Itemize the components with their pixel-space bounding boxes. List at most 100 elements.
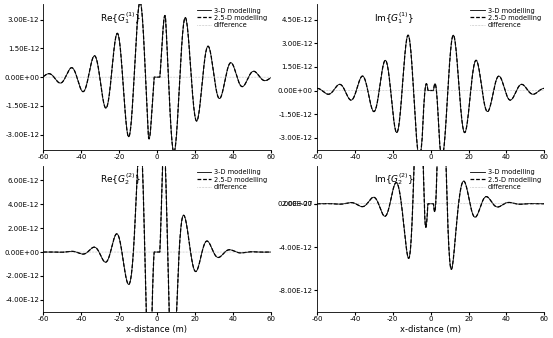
3-D modelling [537,202,544,206]
3-D modelling [40,75,46,79]
3-D modelling [537,88,544,92]
2.5-D modelling [439,155,445,159]
2.5-D modelling [267,250,274,254]
3-D modelling [267,250,274,254]
difference [137,250,144,254]
3-D modelling [448,267,455,271]
3-D modelling [512,202,519,206]
difference [536,202,543,206]
difference [263,250,269,254]
difference [536,89,543,93]
2.5-D modelling [537,202,544,206]
2.5-D modelling [137,0,144,4]
difference [353,89,360,93]
3-D modelling [263,250,270,254]
2.5-D modelling [263,250,270,254]
2.5-D modelling [314,202,320,206]
3-D modelling [267,76,274,80]
3-D modelling [80,252,86,256]
2.5-D modelling [127,127,134,131]
Legend: 3-D modelling, 2.5-D modelling, difference: 3-D modelling, 2.5-D modelling, differen… [195,168,269,191]
3-D modelling [137,135,144,139]
2.5-D modelling [170,150,177,154]
2.5-D modelling [448,267,455,271]
2.5-D modelling [137,0,143,4]
difference [127,75,134,79]
difference [401,202,408,206]
3-D modelling [66,68,72,72]
difference [238,250,245,254]
2.5-D modelling [263,78,270,82]
3-D modelling [66,249,72,254]
difference [314,89,320,93]
Line: 3-D modelling: 3-D modelling [317,35,544,157]
2.5-D modelling [160,130,167,135]
difference [80,250,86,254]
3-D modelling [263,78,270,82]
3-D modelling [127,278,134,282]
2.5-D modelling [238,84,245,89]
Legend: 3-D modelling, 2.5-D modelling, difference: 3-D modelling, 2.5-D modelling, differen… [195,6,269,29]
difference [541,202,547,206]
3-D modelling [411,99,418,103]
2.5-D modelling [537,88,544,92]
2.5-D modelling [411,99,418,103]
Line: 3-D modelling: 3-D modelling [43,2,270,152]
3-D modelling [401,227,408,231]
difference [66,75,72,79]
2.5-D modelling [353,202,360,206]
difference [66,250,72,254]
3-D modelling [137,0,144,4]
2.5-D modelling [541,86,547,90]
3-D modelling [238,84,245,89]
Text: Re$\{G_2^{(2)}\}$: Re$\{G_2^{(2)}\}$ [100,172,141,187]
3-D modelling [238,251,245,255]
difference [340,202,346,206]
3-D modelling [512,91,519,95]
X-axis label: x-distance (m): x-distance (m) [400,325,461,334]
3-D modelling [438,61,445,65]
3-D modelling [541,202,547,206]
difference [401,89,408,93]
2.5-D modelling [401,61,408,65]
difference [340,89,346,93]
3-D modelling [160,130,167,135]
difference [353,202,360,206]
2.5-D modelling [66,68,72,72]
2.5-D modelling [541,202,547,206]
2.5-D modelling [353,88,360,92]
2.5-D modelling [40,75,46,79]
Text: Im$\{G_2^{(2)}\}$: Im$\{G_2^{(2)}\}$ [374,172,414,187]
2.5-D modelling [66,249,72,254]
2.5-D modelling [40,250,46,254]
2.5-D modelling [340,85,346,89]
3-D modelling [137,0,143,4]
Text: Im$\{G_1^{(1)}\}$: Im$\{G_1^{(1)}\}$ [374,10,414,26]
2.5-D modelling [80,252,86,256]
2.5-D modelling [340,202,346,206]
difference [40,75,46,79]
2.5-D modelling [314,86,320,90]
3-D modelling [340,202,346,206]
difference [263,75,269,79]
2.5-D modelling [80,90,86,94]
difference [411,89,418,93]
3-D modelling [170,150,177,154]
3-D modelling [340,85,346,89]
Line: 2.5-D modelling: 2.5-D modelling [43,2,270,152]
2.5-D modelling [267,76,274,80]
Text: Re$\{G_1^{(1)}\}$: Re$\{G_1^{(1)}\}$ [100,10,141,26]
2.5-D modelling [411,164,418,168]
3-D modelling [411,164,418,168]
2.5-D modelling [438,61,445,65]
2.5-D modelling [512,91,519,95]
difference [512,89,519,93]
difference [512,202,519,206]
2.5-D modelling [405,33,411,37]
difference [541,89,547,93]
3-D modelling [401,61,408,65]
difference [127,250,134,254]
Legend: 3-D modelling, 2.5-D modelling, difference: 3-D modelling, 2.5-D modelling, differen… [469,168,542,191]
difference [267,250,274,254]
2.5-D modelling [127,278,134,282]
